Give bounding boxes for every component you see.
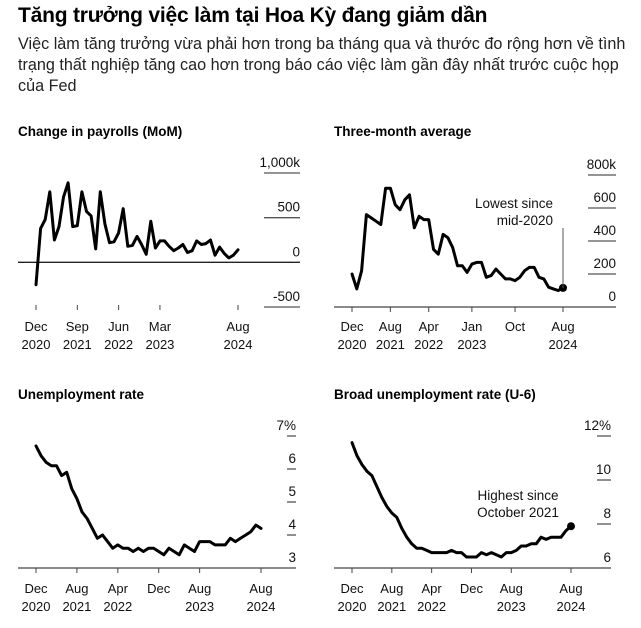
y-tick-label: 4 <box>288 517 296 532</box>
x-tick-label: 2022 <box>104 337 133 352</box>
x-tick-label: Dec <box>460 581 484 596</box>
x-tick-label: 2022 <box>103 599 132 614</box>
x-tick-label: 2024 <box>247 599 276 614</box>
x-tick-label: 2024 <box>224 337 253 352</box>
x-tick-label: Aug <box>226 319 249 334</box>
series-line <box>350 186 565 292</box>
y-tick-label: 0 <box>608 289 616 304</box>
chart-title: Change in payrolls (MoM) <box>18 124 182 139</box>
x-tick-label: 2020 <box>338 599 367 614</box>
x-tick-label: 2020 <box>22 337 51 352</box>
x-tick-label: 2021 <box>376 337 405 352</box>
chart-title: Broad unemployment rate (U-6) <box>334 387 536 402</box>
x-tick-label: 2023 <box>145 337 174 352</box>
x-tick-label: Dec <box>24 319 48 334</box>
x-tick-label: Aug <box>500 581 523 596</box>
x-tick-label: Aug <box>65 581 88 596</box>
x-tick-label: 2022 <box>414 337 443 352</box>
x-tick-label: Dec <box>147 581 171 596</box>
x-tick-label: Aug <box>249 581 272 596</box>
x-tick-label: 2021 <box>377 599 406 614</box>
x-tick-label: 2023 <box>497 599 526 614</box>
series-line <box>34 181 240 287</box>
x-tick-label: Apr <box>422 581 443 596</box>
three-month-average-chart: Three-month average 800k 600 400 200 0 Dec 202… <box>334 124 616 352</box>
x-tick-label: 2020 <box>22 599 51 614</box>
x-tick-label: Aug <box>188 581 211 596</box>
series-line <box>34 444 263 557</box>
x-tick-label: Mar <box>149 319 172 334</box>
x-tick-label: 2021 <box>62 599 91 614</box>
chart-title: Unemployment rate <box>18 387 145 402</box>
x-tick-label: 2023 <box>185 599 214 614</box>
y-tick-label: 10 <box>596 462 611 477</box>
y-tick-label: 6 <box>603 550 611 565</box>
payrolls-chart: Change in payrolls (MoM) 1,000k 500 0 -500 D… <box>18 124 300 352</box>
x-tick-label: 2020 <box>338 337 367 352</box>
x-tick-label: Dec <box>340 581 364 596</box>
x-tick-label: Aug <box>559 581 582 596</box>
y-tick-label: 400 <box>593 223 616 238</box>
y-tick-label: 500 <box>277 200 300 215</box>
y-tick-label: 800k <box>587 157 617 172</box>
y-tick-label: -500 <box>273 289 300 304</box>
x-tick-label: 2024 <box>549 337 578 352</box>
y-tick-label: 0 <box>292 244 300 259</box>
y-tick-label: 200 <box>593 256 616 271</box>
annotation-text: October 2021 <box>477 505 559 520</box>
x-tick-label: 2021 <box>63 337 92 352</box>
highlight-point <box>567 522 575 531</box>
x-tick-label: 2022 <box>417 599 446 614</box>
y-tick-label: 1,000k <box>259 155 300 170</box>
x-tick-label: Dec <box>24 581 48 596</box>
x-tick-label: Oct <box>505 319 526 334</box>
u6-rate-chart: Broad unemployment rate (U-6) 12% 10 8 6 Dec… <box>334 387 611 614</box>
annotation-text: Lowest since <box>475 196 553 211</box>
x-tick-label: Aug <box>379 319 402 334</box>
x-tick-label: Aug <box>380 581 403 596</box>
unemployment-rate-chart: Unemployment rate 7% 6 5 4 3 Dec 2020 Aug 2021 Ap… <box>18 387 296 614</box>
x-tick-label: Sep <box>66 319 89 334</box>
x-tick-label: Apr <box>419 319 440 334</box>
annotation-text: Highest since <box>477 488 558 503</box>
x-tick-label: 2023 <box>457 337 486 352</box>
annotation-text: mid-2020 <box>497 213 553 228</box>
x-tick-label: Dec <box>340 319 364 334</box>
y-tick-label: 8 <box>603 506 611 521</box>
page-title: Tăng trưởng việc làm tại Hoa Kỳ đang giả… <box>18 4 488 27</box>
chart-title: Three-month average <box>334 124 472 139</box>
x-tick-label: Aug <box>551 319 574 334</box>
y-tick-label: 7% <box>276 418 296 433</box>
y-tick-label: 6 <box>288 451 296 466</box>
x-tick-label: Apr <box>108 581 129 596</box>
series-line <box>350 441 573 559</box>
x-tick-label: Jun <box>108 319 129 334</box>
page-subtitle: Việc làm tăng trưởng vừa phải hơn trong … <box>18 35 626 95</box>
x-tick-label: 2024 <box>557 599 586 614</box>
y-tick-label: 3 <box>288 550 296 565</box>
y-tick-label: 5 <box>288 484 296 499</box>
y-tick-label: 12% <box>584 418 611 433</box>
x-tick-label: Jan <box>461 319 482 334</box>
y-tick-label: 600 <box>593 190 616 205</box>
